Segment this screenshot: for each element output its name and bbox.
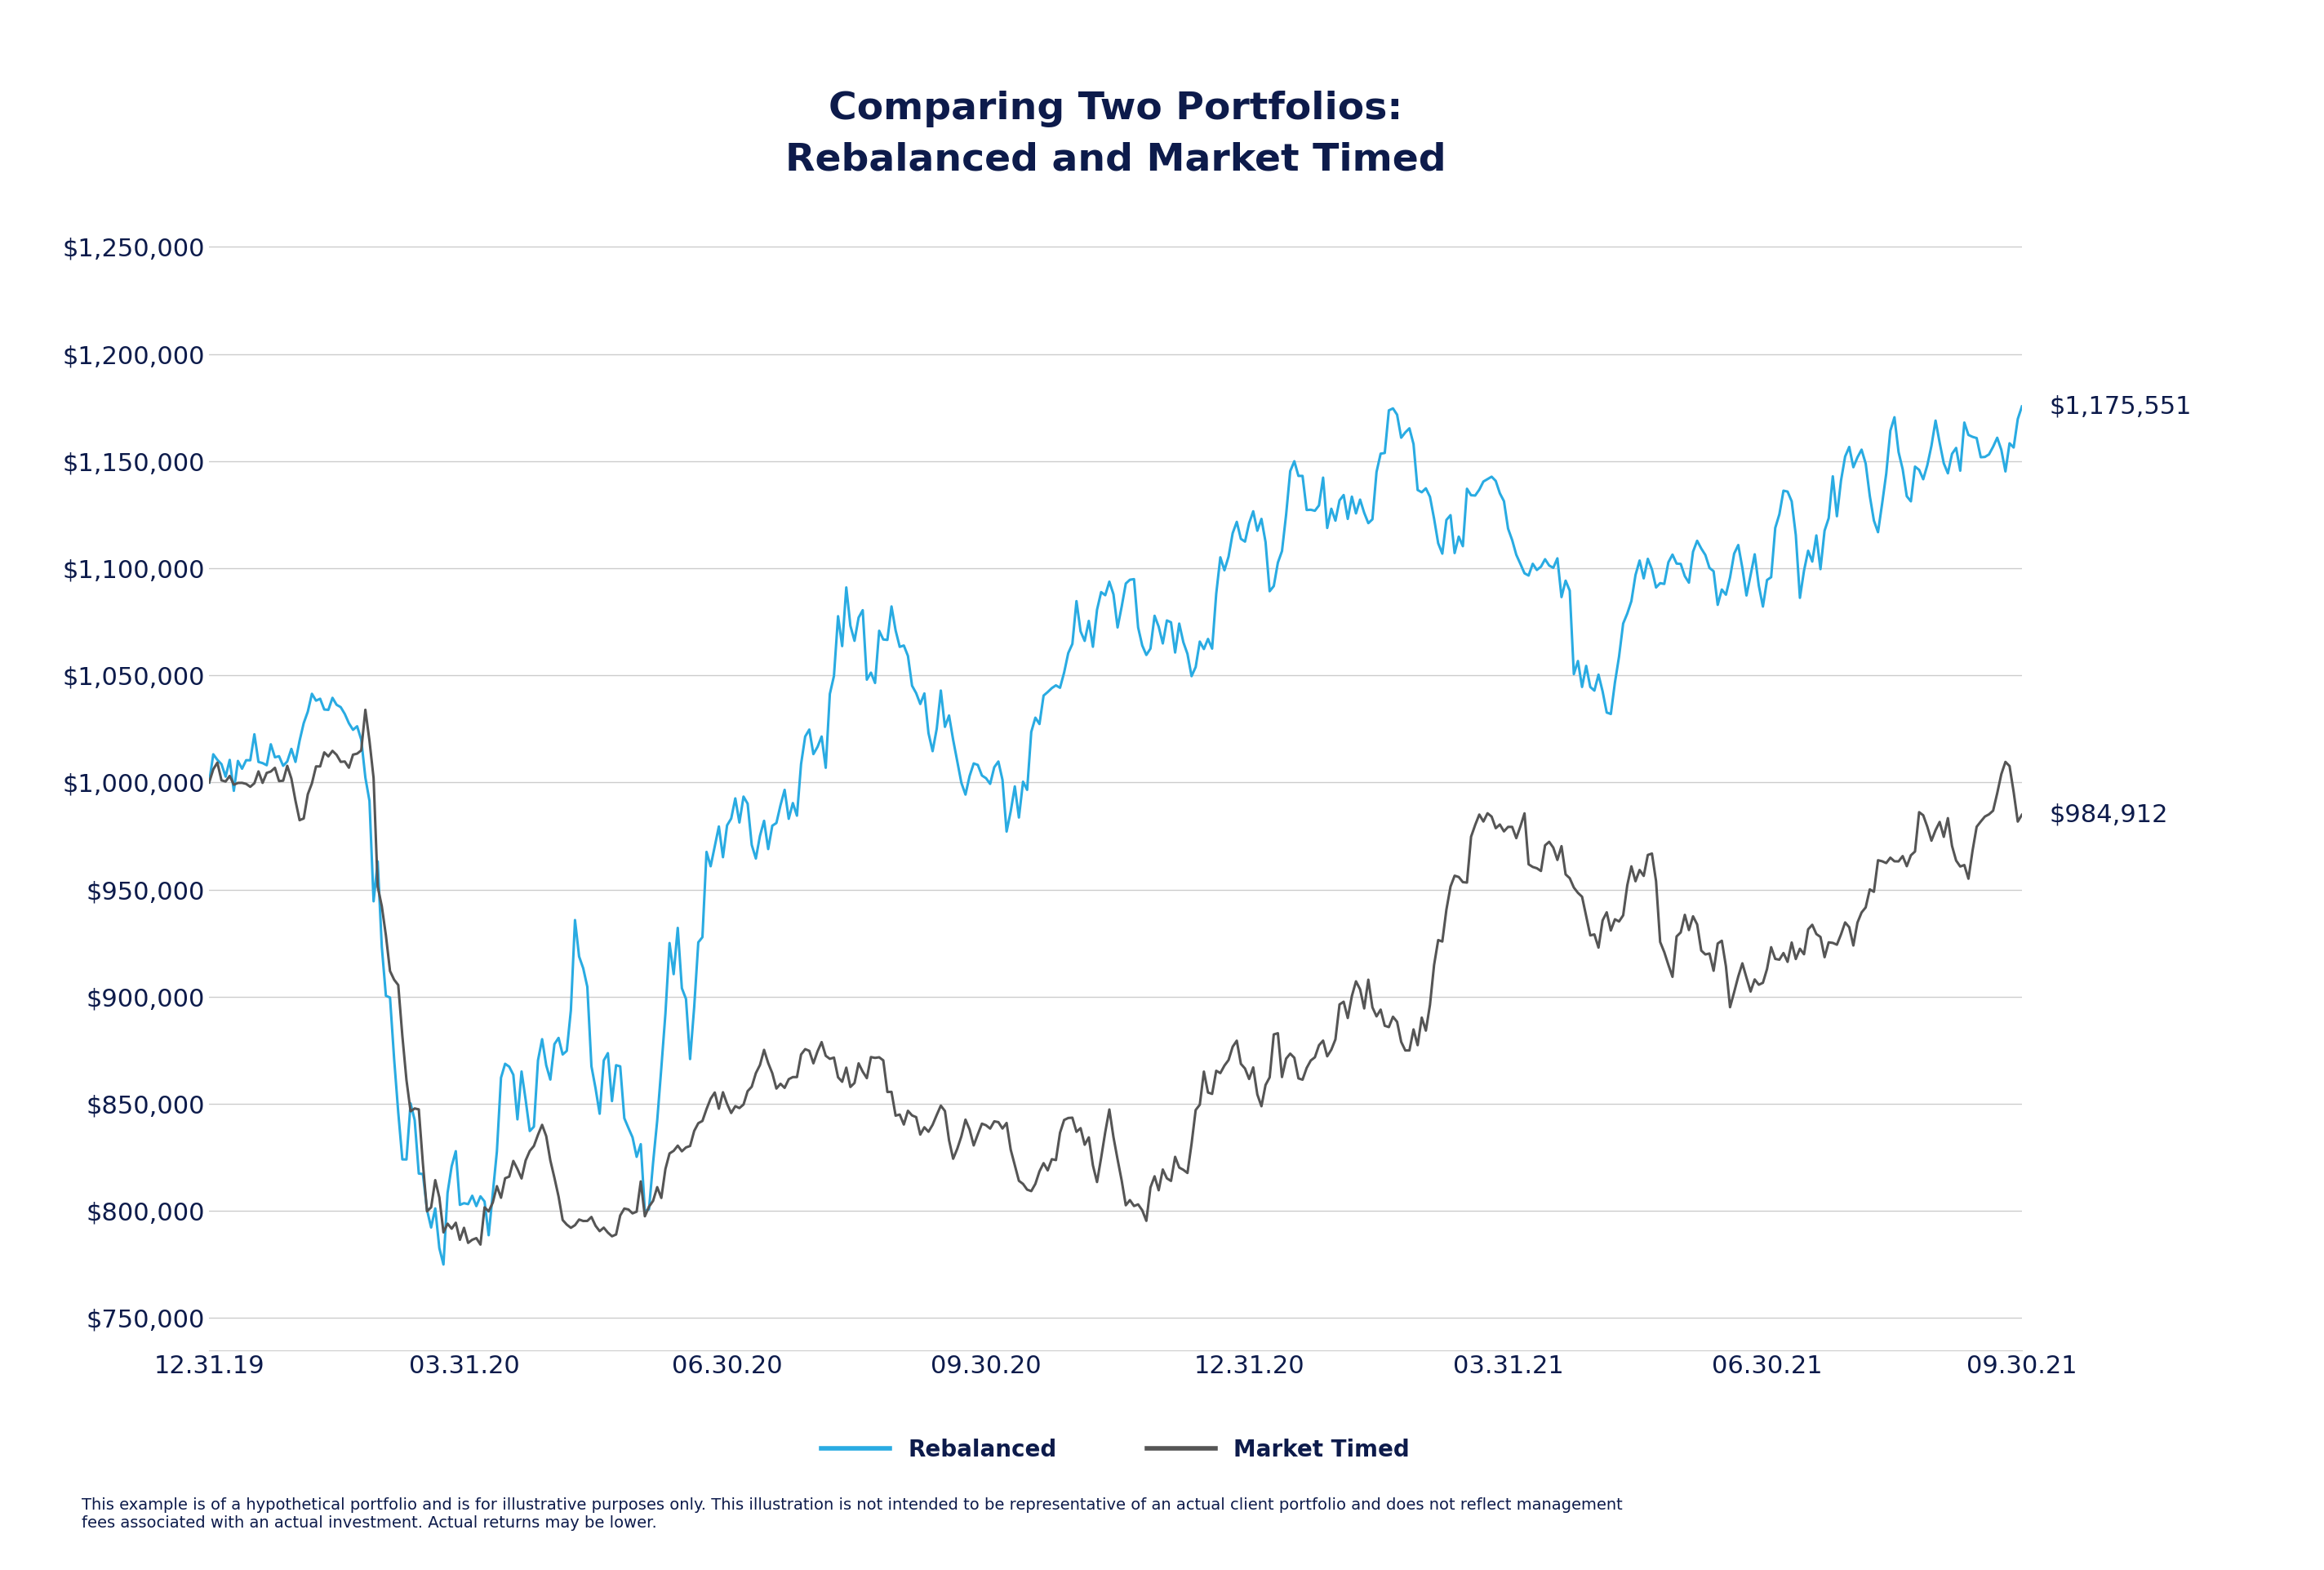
Legend: Rebalanced, Market Timed: Rebalanced, Market Timed [813, 1430, 1418, 1471]
Title: Comparing Two Portfolios:
Rebalanced and Market Timed: Comparing Two Portfolios: Rebalanced and… [786, 91, 1446, 179]
Text: $984,912: $984,912 [2050, 802, 2168, 827]
Text: This example is of a hypothetical portfolio and is for illustrative purposes onl: This example is of a hypothetical portfo… [81, 1498, 1622, 1531]
Text: $1,175,551: $1,175,551 [2050, 394, 2192, 418]
